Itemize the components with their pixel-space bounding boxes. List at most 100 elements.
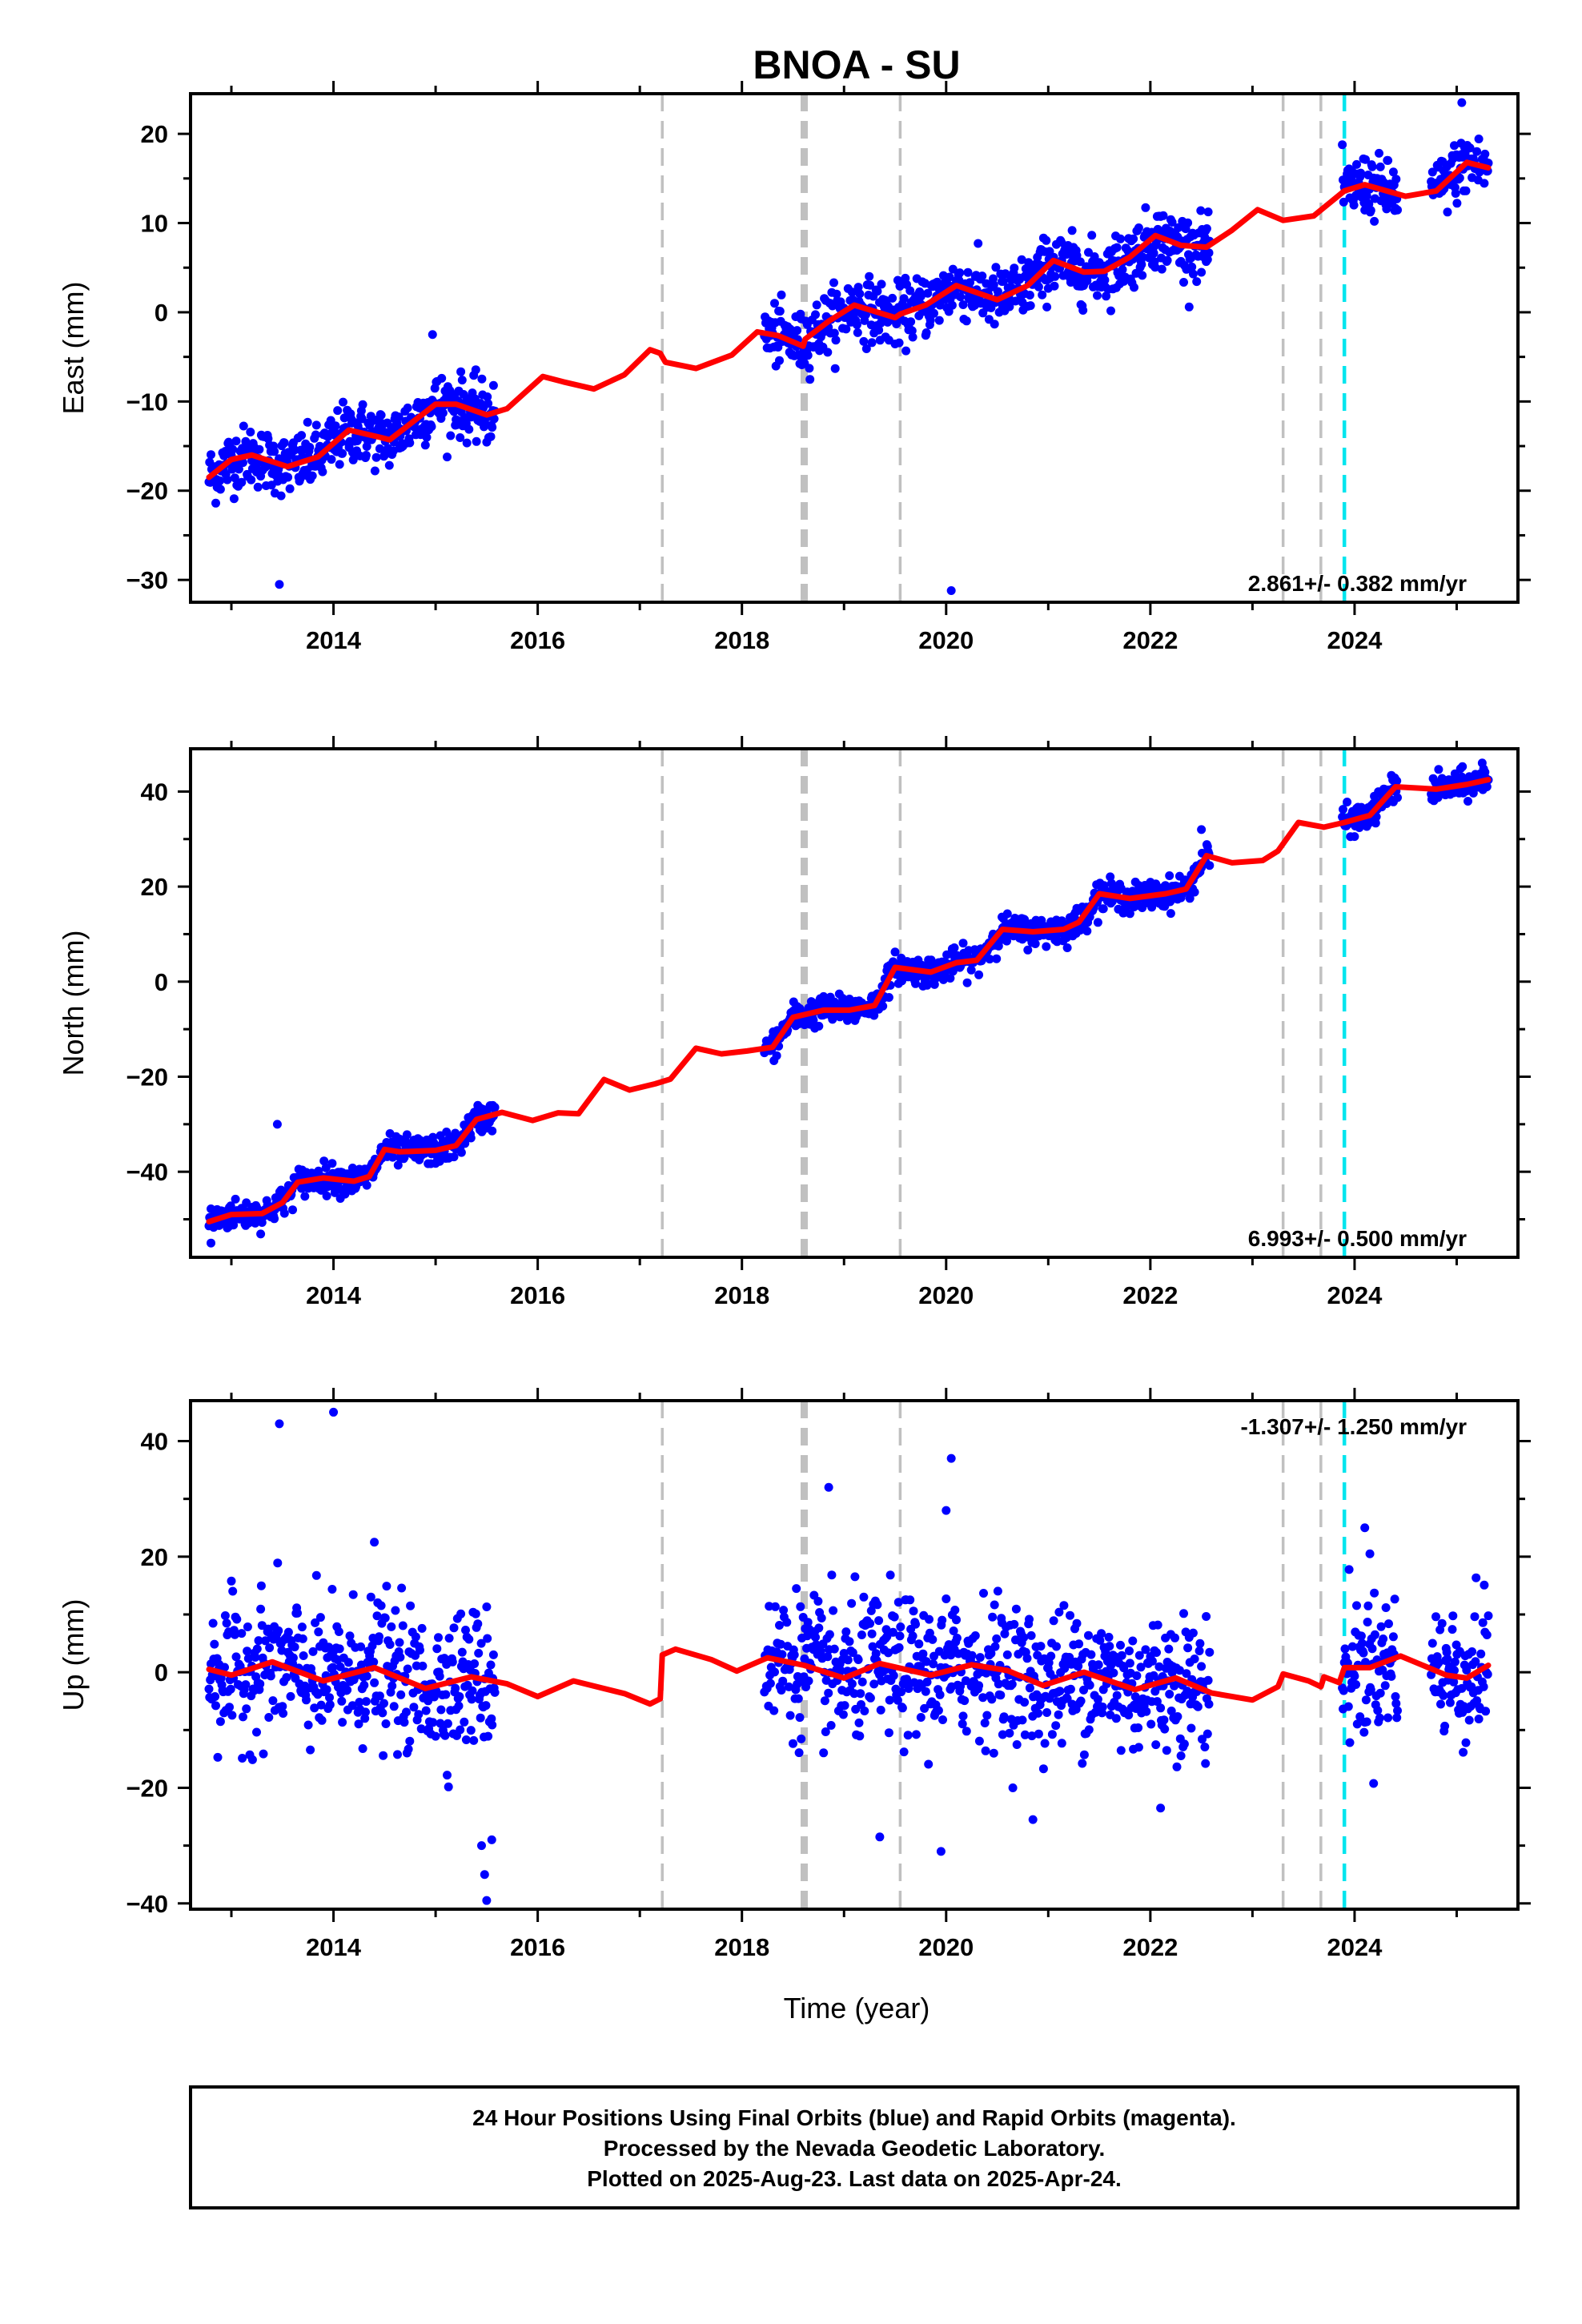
y-tick-label: −40 [126,1158,168,1186]
y-tick-label: 0 [155,299,168,327]
position-point [227,1576,236,1586]
position-point [934,316,944,325]
position-point [1128,1636,1138,1646]
position-point [1450,141,1459,151]
position-point [962,978,972,987]
position-point [1388,1632,1398,1642]
position-point [990,1642,1000,1651]
position-point [770,1602,780,1611]
position-point [868,1642,877,1651]
position-point [921,1657,931,1667]
footer-line-1: 24 Hour Positions Using Final Orbits (bl… [472,2105,1236,2130]
position-point [1474,1715,1484,1723]
position-point [1483,1670,1492,1679]
position-point [1393,1706,1402,1715]
position-point [416,1646,424,1655]
position-point [956,292,966,302]
position-point [1079,1685,1088,1695]
position-point [1076,1696,1086,1706]
position-point [1023,945,1033,955]
position-point [1390,1594,1399,1604]
position-point [417,1623,427,1633]
position-point [778,1676,788,1686]
position-point [297,1622,307,1632]
position-point [841,1627,851,1637]
position-point [302,1695,311,1705]
position-point [1478,1618,1488,1627]
position-point [1154,1662,1164,1671]
position-point [443,452,452,462]
position-point [905,1595,915,1605]
position-point [950,1606,960,1614]
outlier-point [272,1120,282,1129]
position-point [1391,1692,1400,1701]
outlier-point [1197,825,1207,834]
position-point [1165,1690,1174,1699]
position-point [220,1611,230,1620]
position-point [1480,1580,1489,1590]
position-point [1012,1740,1022,1749]
position-point [894,338,904,348]
position-point [981,1746,990,1755]
position-point [1461,1738,1471,1747]
position-point [958,1711,968,1721]
position-point [1162,255,1172,265]
position-point [793,326,802,336]
position-point [890,947,900,957]
position-point [960,1696,970,1706]
position-point [1042,235,1051,245]
position-point [1183,218,1193,227]
position-point [938,975,948,984]
footer-box: 24 Hour Positions Using Final Orbits (bl… [189,2085,1520,2209]
position-point [874,325,884,335]
position-point [300,1192,310,1201]
position-point [468,1686,477,1695]
position-point [1134,1723,1143,1732]
position-point [850,1572,860,1582]
x-tick-label: 2018 [714,626,769,654]
position-point [1102,292,1111,301]
position-point [1375,148,1383,158]
position-point [231,1194,240,1204]
position-point [1356,1631,1366,1641]
position-point [1072,1618,1082,1628]
position-point [1060,1663,1070,1673]
position-point [916,1662,925,1671]
position-point [449,1152,459,1162]
position-point [889,1671,898,1680]
position-point [441,1690,451,1699]
position-point [321,1163,331,1172]
position-point [343,1685,352,1695]
position-point [812,300,821,310]
position-point [1357,1638,1367,1648]
position-point [1042,942,1051,951]
y-tick-label: 0 [155,968,168,996]
position-point [247,1755,257,1764]
x-tick-label: 2016 [510,1933,565,1961]
position-point [1190,1655,1199,1663]
position-point [772,1051,781,1060]
position-point [1011,1604,1021,1614]
position-point [1362,191,1371,201]
position-point [869,1011,879,1020]
y-tick-label: 40 [141,778,168,806]
position-point [916,292,926,301]
position-point [896,1622,905,1631]
position-point [448,1657,457,1667]
position-point [929,1659,938,1669]
position-point [338,1718,347,1727]
outlier-point [1028,1815,1038,1824]
position-point [276,491,286,501]
position-point [486,432,496,441]
east-plot-area [204,94,1493,602]
position-point [462,438,472,448]
position-point [1164,1644,1174,1654]
position-point [1166,909,1175,919]
x-tick-label: 2014 [306,1281,362,1309]
outlier-point [824,1482,833,1492]
position-point [1393,793,1402,802]
position-point [895,1631,905,1641]
position-point [232,1614,242,1624]
y-tick-label: −30 [126,566,168,594]
